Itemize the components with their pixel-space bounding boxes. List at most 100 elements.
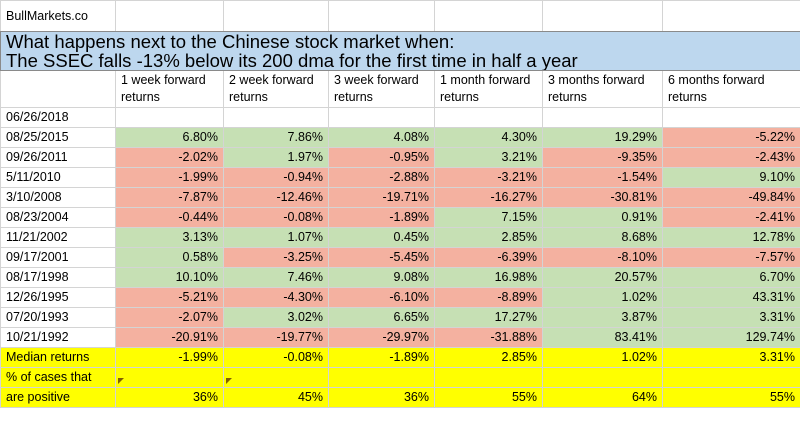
value-cell[interactable]: -0.44% — [115, 207, 224, 228]
value-cell[interactable]: -30.81% — [542, 187, 663, 208]
median-value-cell[interactable]: 3.31% — [662, 347, 800, 368]
date-cell[interactable]: 09/17/2001 — [0, 247, 116, 268]
value-cell[interactable]: -1.54% — [542, 167, 663, 188]
value-cell[interactable]: -31.88% — [434, 327, 543, 348]
pct-label-line-1[interactable]: % of cases that — [0, 367, 116, 388]
value-cell[interactable]: -7.87% — [115, 187, 224, 208]
value-cell[interactable]: 3.13% — [115, 227, 224, 248]
date-cell[interactable]: 07/20/1993 — [0, 307, 116, 328]
value-cell[interactable]: 20.57% — [542, 267, 663, 288]
header-cell[interactable]: 3 months forward returns — [542, 70, 663, 108]
pct-blank-cell[interactable] — [328, 367, 435, 388]
value-cell[interactable]: 0.58% — [115, 247, 224, 268]
pct-blank-cell[interactable] — [434, 367, 543, 388]
date-cell[interactable]: 08/23/2004 — [0, 207, 116, 228]
value-cell[interactable]: 19.29% — [542, 127, 663, 148]
value-cell[interactable]: 7.46% — [223, 267, 329, 288]
median-value-cell[interactable]: -1.99% — [115, 347, 224, 368]
value-cell[interactable]: -2.43% — [662, 147, 800, 168]
value-cell[interactable]: -5.21% — [115, 287, 224, 308]
value-cell[interactable]: 9.08% — [328, 267, 435, 288]
value-cell[interactable]: -2.88% — [328, 167, 435, 188]
value-cell[interactable]: -2.41% — [662, 207, 800, 228]
date-cell[interactable]: 11/21/2002 — [0, 227, 116, 248]
value-cell[interactable]: -9.35% — [542, 147, 663, 168]
value-cell[interactable]: -0.94% — [223, 167, 329, 188]
value-cell[interactable]: 6.80% — [115, 127, 224, 148]
value-cell[interactable]: -8.10% — [542, 247, 663, 268]
current-date-cell[interactable]: 06/26/2018 — [0, 107, 116, 128]
header-cell[interactable]: 1 month forward returns — [434, 70, 543, 108]
value-cell[interactable]: -3.21% — [434, 167, 543, 188]
value-cell[interactable]: 6.65% — [328, 307, 435, 328]
value-cell[interactable]: -4.30% — [223, 287, 329, 308]
value-cell[interactable]: -6.10% — [328, 287, 435, 308]
date-cell[interactable]: 08/25/2015 — [0, 127, 116, 148]
pct-label-line-2[interactable]: are positive — [0, 387, 116, 408]
value-cell[interactable]: 43.31% — [662, 287, 800, 308]
value-cell[interactable]: 16.98% — [434, 267, 543, 288]
value-cell[interactable]: -5.22% — [662, 127, 800, 148]
pct-value-cell[interactable]: 36% — [328, 387, 435, 408]
header-cell[interactable]: 3 week forward returns — [328, 70, 435, 108]
value-cell[interactable]: -8.89% — [434, 287, 543, 308]
value-cell[interactable]: 7.15% — [434, 207, 543, 228]
value-cell[interactable]: 3.87% — [542, 307, 663, 328]
site-cell[interactable]: BullMarkets.co — [0, 0, 116, 32]
pct-blank-cell[interactable] — [662, 367, 800, 388]
pct-value-cell[interactable]: 55% — [662, 387, 800, 408]
pct-value-cell[interactable]: 55% — [434, 387, 543, 408]
value-cell[interactable]: 8.68% — [542, 227, 663, 248]
header-cell[interactable]: 2 week forward returns — [223, 70, 329, 108]
value-cell[interactable]: -0.08% — [223, 207, 329, 228]
value-cell[interactable]: -1.99% — [115, 167, 224, 188]
value-cell[interactable]: 9.10% — [662, 167, 800, 188]
value-cell[interactable]: 83.41% — [542, 327, 663, 348]
pct-value-cell[interactable]: 64% — [542, 387, 663, 408]
median-value-cell[interactable]: 2.85% — [434, 347, 543, 368]
value-cell[interactable]: 12.78% — [662, 227, 800, 248]
value-cell[interactable]: -19.77% — [223, 327, 329, 348]
value-cell[interactable]: -2.07% — [115, 307, 224, 328]
header-cell[interactable]: 1 week forward returns — [115, 70, 224, 108]
value-cell[interactable]: 17.27% — [434, 307, 543, 328]
value-cell[interactable]: 4.30% — [434, 127, 543, 148]
value-cell[interactable]: -20.91% — [115, 327, 224, 348]
pct-blank-cell[interactable] — [223, 367, 329, 388]
header-cell[interactable]: 6 months forward returns — [662, 70, 800, 108]
value-cell[interactable]: -16.27% — [434, 187, 543, 208]
value-cell[interactable]: 10.10% — [115, 267, 224, 288]
date-cell[interactable]: 12/26/1995 — [0, 287, 116, 308]
value-cell[interactable]: -6.39% — [434, 247, 543, 268]
date-cell[interactable]: 09/26/2011 — [0, 147, 116, 168]
date-cell[interactable]: 08/17/1998 — [0, 267, 116, 288]
value-cell[interactable]: 6.70% — [662, 267, 800, 288]
value-cell[interactable]: 3.02% — [223, 307, 329, 328]
median-value-cell[interactable]: 1.02% — [542, 347, 663, 368]
date-cell[interactable]: 3/10/2008 — [0, 187, 116, 208]
pct-value-cell[interactable]: 36% — [115, 387, 224, 408]
value-cell[interactable]: 0.45% — [328, 227, 435, 248]
title-cell[interactable]: What happens next to the Chinese stock m… — [0, 31, 800, 71]
value-cell[interactable]: 3.21% — [434, 147, 543, 168]
median-value-cell[interactable]: -0.08% — [223, 347, 329, 368]
value-cell[interactable]: -19.71% — [328, 187, 435, 208]
pct-value-cell[interactable]: 45% — [223, 387, 329, 408]
value-cell[interactable]: -29.97% — [328, 327, 435, 348]
value-cell[interactable]: 4.08% — [328, 127, 435, 148]
value-cell[interactable]: 1.02% — [542, 287, 663, 308]
value-cell[interactable]: -2.02% — [115, 147, 224, 168]
value-cell[interactable]: 1.97% — [223, 147, 329, 168]
header-date-cell[interactable] — [0, 70, 116, 108]
value-cell[interactable]: 1.07% — [223, 227, 329, 248]
value-cell[interactable]: 3.31% — [662, 307, 800, 328]
value-cell[interactable]: 2.85% — [434, 227, 543, 248]
value-cell[interactable]: -1.89% — [328, 207, 435, 228]
value-cell[interactable]: -0.95% — [328, 147, 435, 168]
value-cell[interactable]: -3.25% — [223, 247, 329, 268]
date-cell[interactable]: 5/11/2010 — [0, 167, 116, 188]
value-cell[interactable]: 0.91% — [542, 207, 663, 228]
value-cell[interactable]: -12.46% — [223, 187, 329, 208]
pct-blank-cell[interactable] — [115, 367, 224, 388]
date-cell[interactable]: 10/21/1992 — [0, 327, 116, 348]
